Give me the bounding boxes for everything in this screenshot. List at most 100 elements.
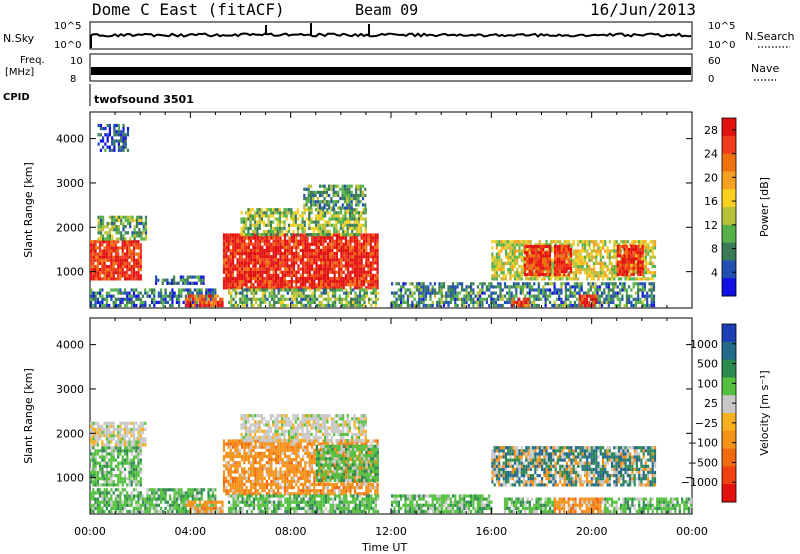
data-cell	[356, 270, 359, 274]
data-cell	[128, 240, 131, 244]
data-cell	[307, 187, 310, 191]
data-cell	[623, 303, 626, 308]
data-cell	[103, 434, 106, 438]
data-cell	[454, 291, 457, 295]
data-cell	[254, 214, 257, 218]
data-cell	[105, 440, 108, 444]
data-cell	[343, 297, 346, 301]
data-cell	[360, 283, 363, 287]
data-cell	[270, 248, 273, 253]
data-cell	[141, 443, 145, 447]
data-cell	[94, 258, 97, 262]
data-cell	[374, 276, 377, 281]
data-cell	[350, 190, 353, 194]
data-cell	[130, 264, 133, 269]
data-cell	[349, 300, 353, 304]
data-cell	[321, 208, 324, 212]
data-cell	[265, 236, 268, 240]
data-cell	[273, 291, 276, 295]
data-cell	[229, 283, 232, 287]
data-cell	[292, 280, 296, 284]
data-cell	[110, 268, 113, 272]
data-cell	[274, 248, 278, 253]
data-cell	[121, 421, 124, 425]
data-cell	[130, 300, 133, 304]
data-cell	[110, 297, 113, 301]
data-cell	[637, 266, 640, 270]
data-cell	[559, 243, 562, 247]
data-cell	[119, 443, 122, 447]
data-cell	[96, 274, 99, 278]
data-cell	[590, 274, 593, 278]
data-cell	[153, 300, 156, 304]
data-cell	[132, 437, 136, 441]
data-cell	[625, 288, 628, 292]
data-cell	[117, 231, 120, 235]
data-cell	[225, 280, 228, 284]
data-cell	[142, 231, 145, 235]
data-cell	[592, 271, 596, 275]
data-cell	[272, 233, 275, 237]
data-cell	[286, 283, 289, 287]
data-cell	[364, 206, 367, 210]
data-cell	[513, 249, 517, 253]
data-cell	[374, 267, 377, 271]
data-cell	[110, 500, 113, 504]
data-cell	[326, 211, 329, 215]
data-cell	[335, 252, 338, 256]
data-cell	[415, 300, 418, 304]
data-cell	[239, 297, 242, 301]
data-cell	[365, 276, 368, 281]
data-cell	[105, 470, 108, 475]
data-cell	[250, 286, 253, 290]
data-cell	[576, 303, 579, 308]
data-cell	[232, 276, 235, 281]
data-cell	[102, 225, 105, 229]
data-cell	[353, 267, 357, 271]
data-cell	[121, 243, 124, 247]
data-cell	[232, 267, 235, 271]
data-cell	[585, 291, 588, 295]
data-cell	[286, 258, 289, 262]
data-cell	[105, 494, 108, 498]
data-cell	[219, 297, 222, 301]
data-cell	[94, 240, 97, 244]
data-cell	[635, 271, 638, 275]
data-cell	[319, 226, 322, 230]
data-cell	[344, 220, 347, 224]
data-cell	[369, 267, 372, 271]
data-cell	[105, 477, 108, 481]
data-cell	[529, 240, 532, 244]
data-cell	[265, 276, 268, 281]
data-cell	[533, 272, 536, 277]
data-cell	[297, 267, 300, 271]
data-cell	[360, 236, 363, 240]
data-cell	[132, 464, 136, 468]
data-cell	[225, 270, 228, 274]
data-cell	[351, 248, 354, 253]
data-cell	[329, 239, 332, 243]
data-cell	[447, 300, 450, 304]
data-cell	[279, 300, 283, 304]
data-cell	[589, 282, 592, 286]
data-cell	[241, 239, 244, 243]
data-cell	[243, 280, 246, 284]
data-cell	[114, 249, 117, 253]
data-cell	[362, 270, 366, 274]
data-cell	[346, 187, 349, 191]
data-cell	[362, 276, 366, 281]
data-cell	[641, 294, 644, 298]
freq-tick-bottom: 8	[70, 74, 76, 85]
data-cell	[350, 197, 353, 201]
data-cell	[564, 282, 567, 286]
data-cell	[320, 303, 323, 308]
data-cell	[329, 261, 332, 265]
data-cell	[117, 480, 120, 484]
data-cell	[290, 214, 293, 218]
data-cell	[479, 294, 482, 298]
data-cell	[229, 280, 232, 284]
data-cell	[578, 285, 581, 289]
data-cell	[583, 240, 587, 244]
data-cell	[101, 500, 104, 504]
data-cell	[376, 276, 379, 281]
